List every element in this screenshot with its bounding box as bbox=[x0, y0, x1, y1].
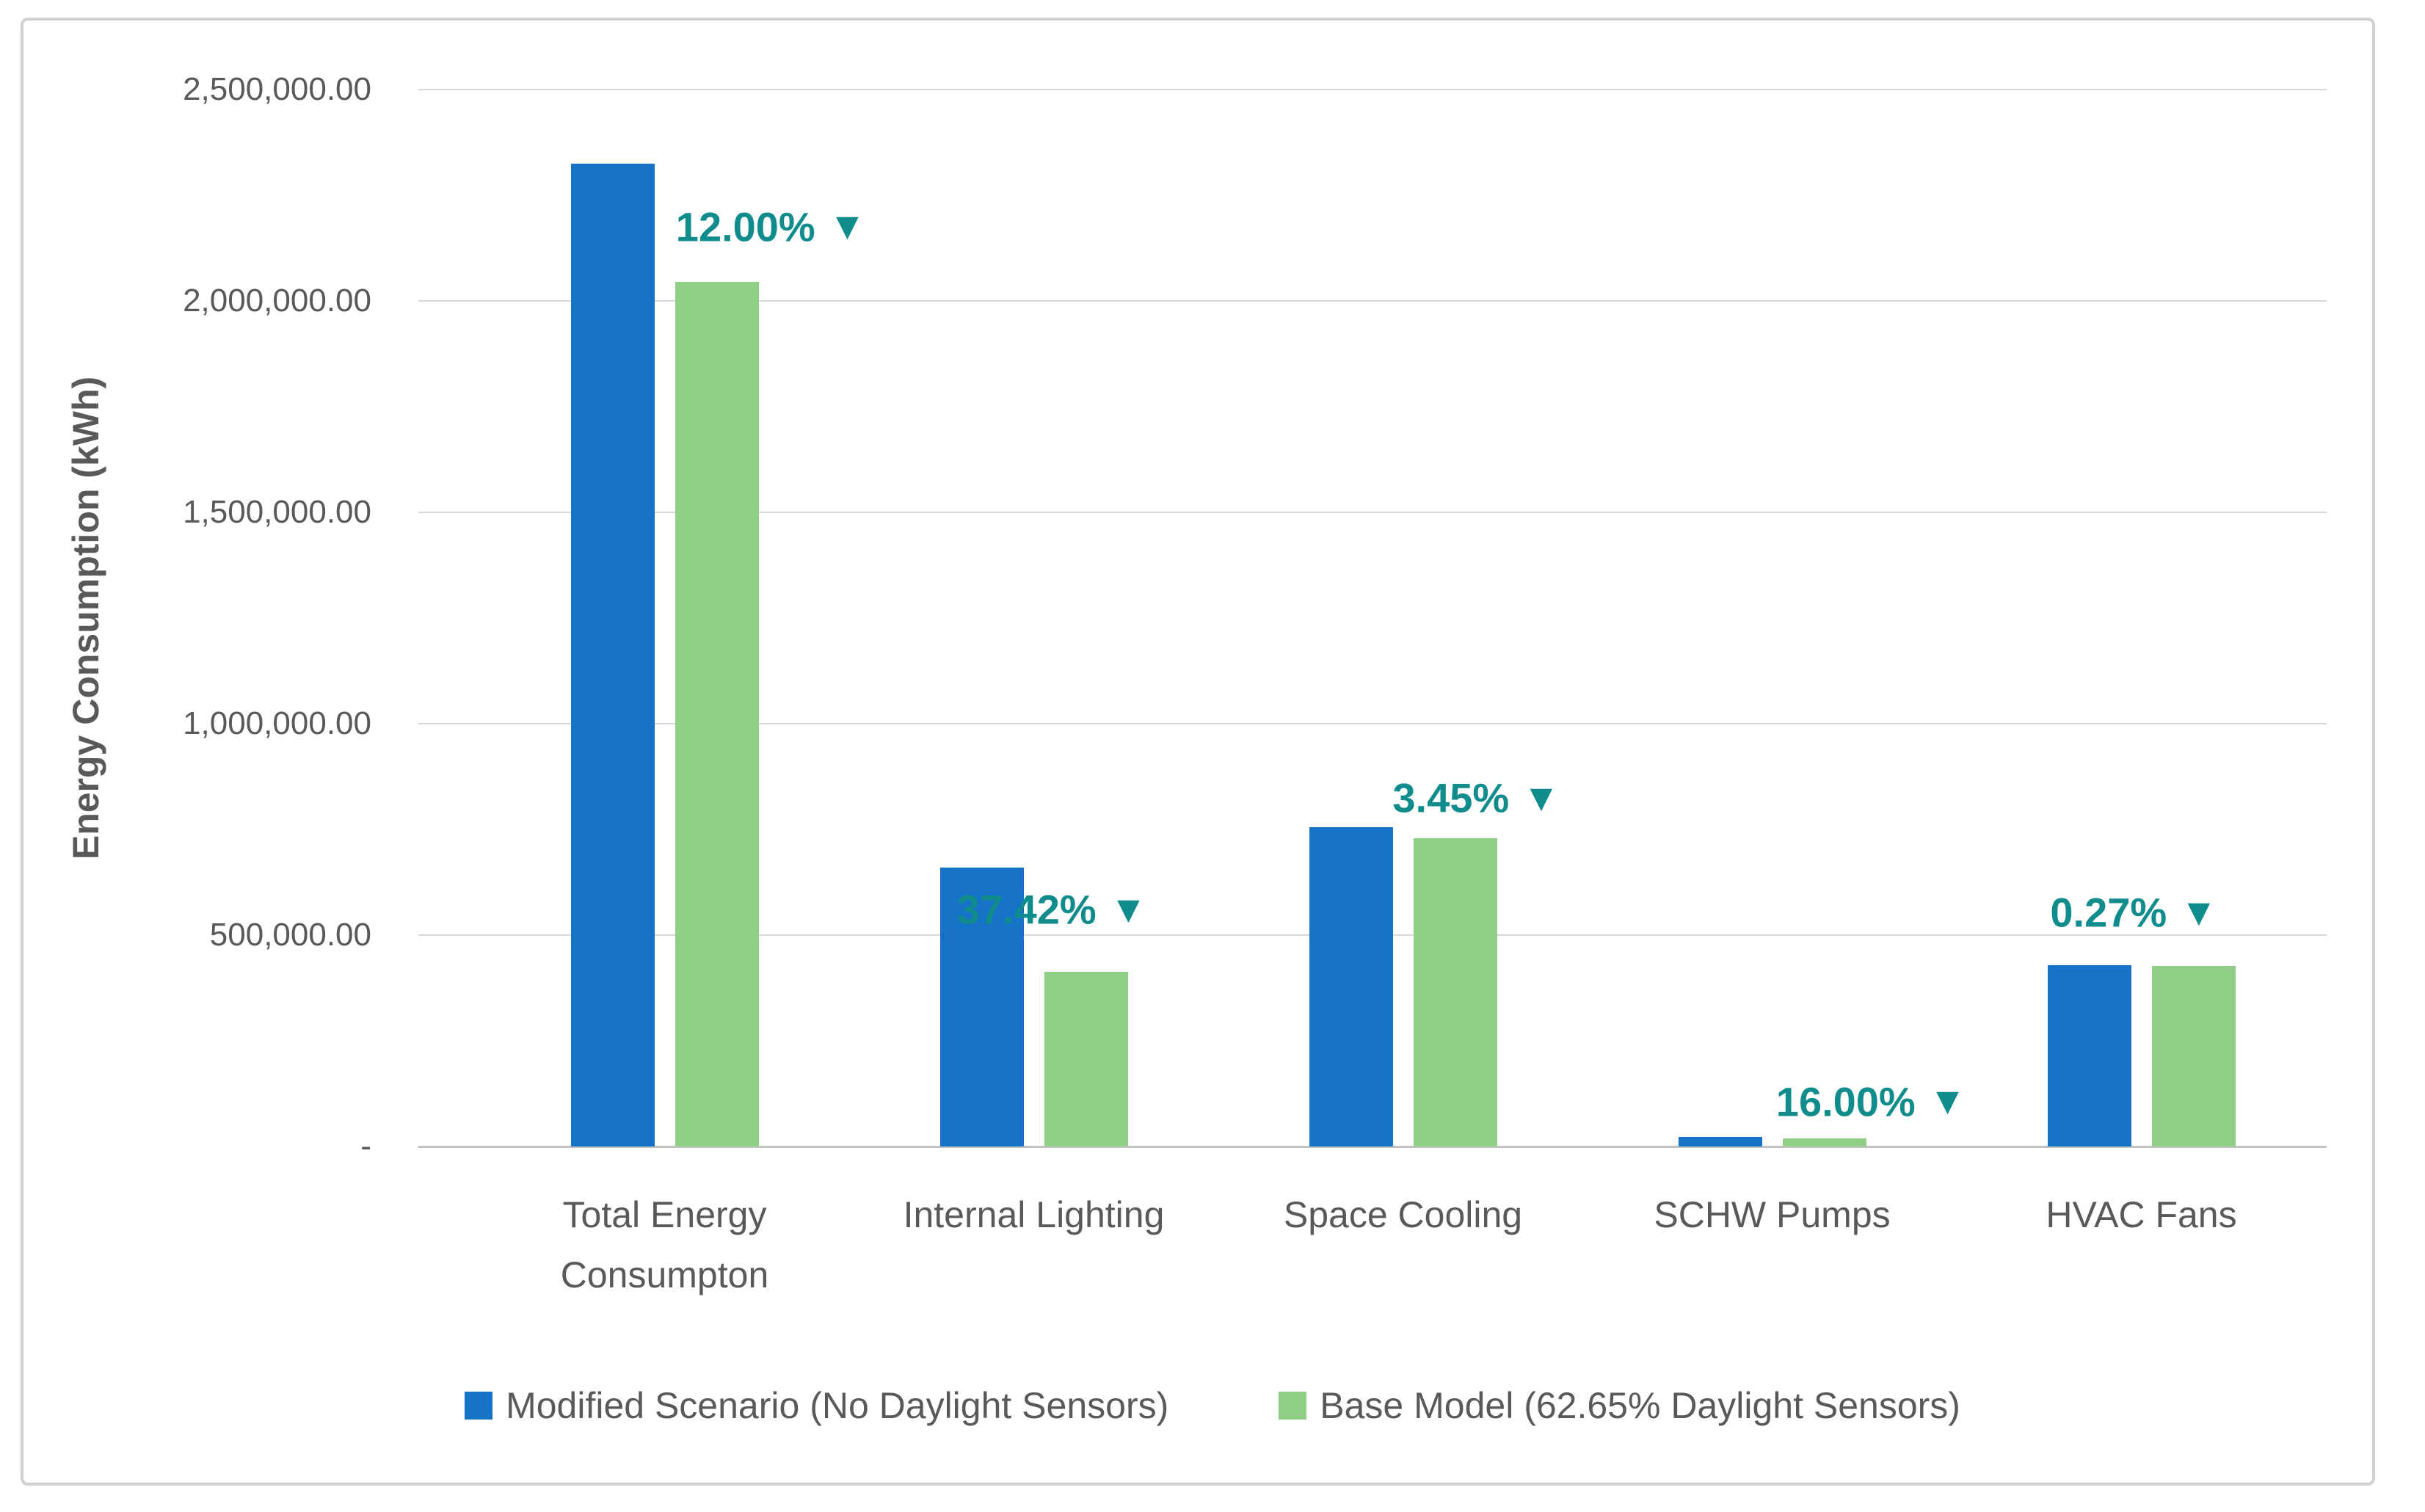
triangle-down-icon: ▼ bbox=[1522, 777, 1560, 820]
bar-modified-total-energy-consumpton bbox=[570, 164, 655, 1146]
legend-label: Modified Scenario (No Daylight Sensors) bbox=[506, 1385, 1169, 1426]
category-label-hvac-fans: HVAC Fans bbox=[2046, 1194, 2237, 1235]
category-label-space-cooling: Space Cooling bbox=[1283, 1194, 1523, 1235]
bar-base-hvac-fans bbox=[2151, 966, 2236, 1146]
delta-annotation-hvac-fans: 0.27% ▼ bbox=[2050, 889, 2217, 937]
y-tick-label: 2,000,000.00 bbox=[183, 283, 371, 319]
gridline bbox=[418, 512, 2327, 513]
category-label-internal-lighting: Internal Lighting bbox=[903, 1194, 1165, 1235]
category-label-total-energy-consumpton: Total Energy Consumpton bbox=[560, 1194, 769, 1295]
y-tick-label: 1,000,000.00 bbox=[183, 705, 371, 741]
delta-value: 37.42% bbox=[956, 886, 1097, 933]
bar-modified-internal-lighting bbox=[939, 868, 1024, 1146]
delta-value: 0.27% bbox=[2050, 889, 2167, 936]
y-tick-label: - bbox=[360, 1128, 371, 1164]
gridline bbox=[418, 300, 2327, 302]
triangle-down-icon: ▼ bbox=[1109, 888, 1148, 931]
triangle-down-icon: ▼ bbox=[1928, 1080, 1967, 1123]
bar-modified-schw-pumps bbox=[1678, 1137, 1762, 1146]
bar-base-space-cooling bbox=[1413, 838, 1497, 1146]
bar-modified-hvac-fans bbox=[2047, 965, 2131, 1146]
legend-swatch-base-model bbox=[1279, 1392, 1307, 1420]
delta-annotation-space-cooling: 3.45% ▼ bbox=[1392, 774, 1560, 822]
delta-annotation-schw-pumps: 16.00% ▼ bbox=[1776, 1077, 1966, 1125]
category-label-schw-pumps: SCHW Pumps bbox=[1654, 1194, 1891, 1235]
y-tick-label: 2,500,000.00 bbox=[183, 71, 371, 107]
legend: Modified Scenario (No Daylight Sensors) B… bbox=[0, 1384, 2425, 1427]
legend-item-modified-scenario: Modified Scenario (No Daylight Sensors) bbox=[465, 1384, 1168, 1427]
delta-annotation-internal-lighting: 37.42% ▼ bbox=[957, 886, 1147, 934]
gridline bbox=[418, 89, 2327, 90]
delta-value: 12.00% bbox=[675, 203, 815, 250]
y-axis-title: Energy Consumption (kWh) bbox=[65, 376, 106, 860]
bar-base-total-energy-consumpton bbox=[675, 282, 759, 1146]
legend-swatch-modified-scenario bbox=[465, 1392, 493, 1420]
legend-item-base-model: Base Model (62.65% Daylight Sensors) bbox=[1279, 1384, 1960, 1427]
bar-base-internal-lighting bbox=[1044, 972, 1128, 1146]
chart-frame bbox=[21, 18, 2375, 1486]
gridline bbox=[418, 723, 2327, 724]
delta-value: 16.00% bbox=[1775, 1078, 1916, 1125]
y-tick-label: 500,000.00 bbox=[209, 917, 371, 953]
triangle-down-icon: ▼ bbox=[2180, 891, 2218, 934]
bar-modified-space-cooling bbox=[1309, 827, 1393, 1146]
bar-base-schw-pumps bbox=[1782, 1138, 1866, 1146]
x-axis-line bbox=[418, 1146, 2327, 1148]
triangle-down-icon: ▼ bbox=[828, 205, 867, 248]
y-tick-label: 1,500,000.00 bbox=[183, 494, 371, 530]
delta-annotation-total-energy-consumpton: 12.00% ▼ bbox=[676, 203, 866, 250]
legend-label: Base Model (62.65% Daylight Sensors) bbox=[1320, 1385, 1960, 1426]
delta-value: 3.45% bbox=[1392, 774, 1510, 821]
